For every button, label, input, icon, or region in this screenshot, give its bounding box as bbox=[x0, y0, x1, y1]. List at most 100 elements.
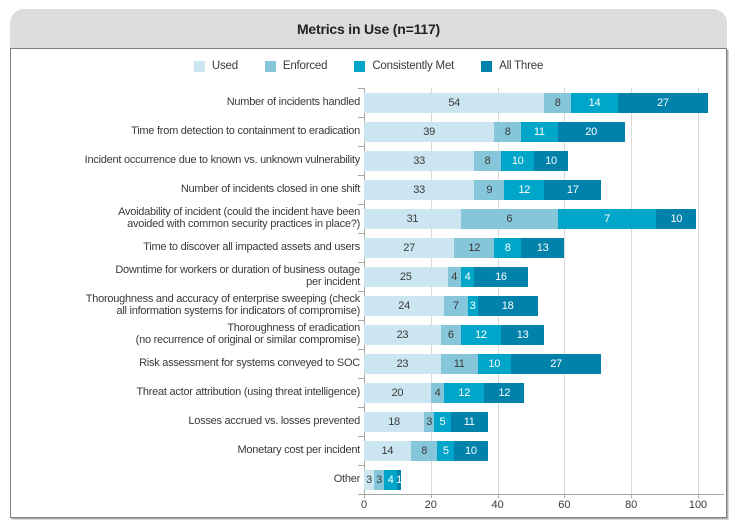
bar-row: 33 8 10 10 bbox=[364, 150, 568, 171]
bar-value-label: 12 bbox=[518, 183, 531, 196]
gridline bbox=[497, 88, 499, 494]
bar-value-label: 18 bbox=[501, 299, 514, 312]
x-axis-tick-label: 20 bbox=[424, 499, 437, 511]
category-label: Threat actor attribution (using threat i… bbox=[136, 385, 360, 398]
bar-value-label: 27 bbox=[657, 96, 669, 109]
x-axis-tick-label: 40 bbox=[491, 499, 504, 511]
bar-segment-all-three: 10 bbox=[656, 208, 697, 229]
bar-value-label: 27 bbox=[550, 357, 562, 370]
y-axis-tick bbox=[358, 494, 364, 495]
category-label: Risk assessment for systems conveyed to … bbox=[139, 356, 360, 369]
bar-value-label: 1 bbox=[396, 473, 402, 486]
category-label: Time from detection to containment to er… bbox=[131, 124, 360, 137]
bar-segment-all-three: 11 bbox=[450, 411, 488, 432]
legend-item: Enforced bbox=[264, 60, 328, 72]
bar-value-label: 4 bbox=[387, 473, 394, 486]
bar-value-label: 10 bbox=[465, 444, 477, 457]
bar-value-label: 13 bbox=[516, 328, 529, 341]
chart-title: Metrics in Use (n=117) bbox=[296, 20, 441, 37]
bar-segment-consistently-met: 11 bbox=[520, 121, 558, 142]
bar-segment-used: 27 bbox=[364, 237, 455, 258]
bar-segment-enforced: 8 bbox=[494, 121, 521, 142]
y-axis-tick bbox=[358, 349, 364, 350]
bar-row: 20 4 12 12 bbox=[364, 382, 525, 403]
bar-row: 27 12 8 13 bbox=[364, 237, 565, 258]
gridline bbox=[631, 88, 633, 494]
bar-value-label: 33 bbox=[413, 183, 425, 196]
bar-value-label: 12 bbox=[498, 386, 511, 399]
legend-item: Used bbox=[193, 60, 238, 72]
bar-value-label: 12 bbox=[475, 328, 487, 341]
bar-value-label: 8 bbox=[504, 241, 511, 254]
bar-row: 18 3 5 11 bbox=[364, 411, 488, 432]
x-axis-line bbox=[364, 494, 724, 495]
bar-value-label: 33 bbox=[413, 154, 425, 167]
bar-value-label: 10 bbox=[545, 154, 557, 167]
bar-row: 25 4 4 16 bbox=[364, 266, 528, 287]
bar-segment-used: 14 bbox=[364, 440, 411, 461]
legend-swatch-icon bbox=[354, 60, 366, 72]
bar-row: 33 9 12 17 bbox=[364, 179, 602, 200]
bar-value-label: 9 bbox=[486, 183, 493, 196]
bar-segment-consistently-met: 12 bbox=[444, 382, 485, 403]
y-axis-tick bbox=[358, 378, 364, 379]
bar-value-label: 25 bbox=[399, 270, 412, 283]
bar-segment-enforced: 6 bbox=[460, 208, 558, 229]
bar-value-label: 14 bbox=[588, 96, 601, 109]
bar-value-label: 8 bbox=[484, 154, 491, 167]
category-label: Thoroughness of eradication (no recurren… bbox=[135, 322, 361, 346]
legend-item: Consistently Met bbox=[354, 60, 454, 72]
legend-label: Used bbox=[211, 60, 238, 72]
bar-row: 39 8 11 20 bbox=[364, 121, 625, 142]
bar-segment-used: 33 bbox=[364, 150, 475, 171]
bar-segment-used: 31 bbox=[364, 208, 461, 229]
y-axis-line bbox=[364, 88, 365, 494]
bar-value-label: 11 bbox=[533, 125, 545, 138]
bar-value-label: 6 bbox=[506, 212, 513, 225]
legend-label: All Three bbox=[499, 60, 544, 72]
bar-segment-used: 54 bbox=[364, 92, 545, 113]
bar-value-label: 23 bbox=[396, 328, 409, 341]
bar-value-label: 4 bbox=[451, 270, 458, 283]
bar-segment-all-three: 12 bbox=[484, 382, 525, 403]
bar-segment-all-three: 10 bbox=[454, 440, 488, 461]
bar-value-label: 8 bbox=[504, 125, 511, 138]
category-label: Losses accrued vs. losses prevented bbox=[188, 414, 360, 427]
x-axis-tick bbox=[430, 494, 432, 498]
bar-value-label: 54 bbox=[448, 96, 460, 109]
bar-segment-all-three: 20 bbox=[557, 121, 625, 142]
bar-value-label: 17 bbox=[566, 183, 579, 196]
x-axis-tick-label: 100 bbox=[688, 499, 708, 511]
x-axis-tick-label: 80 bbox=[625, 499, 638, 511]
bar-value-label: 13 bbox=[536, 241, 549, 254]
bar-segment-enforced: 8 bbox=[410, 440, 438, 461]
bar-segment-all-three: 13 bbox=[520, 237, 565, 258]
x-axis-tick-label: 60 bbox=[558, 499, 571, 511]
bar-segment-enforced: 7 bbox=[444, 295, 468, 316]
bar-value-label: 3 bbox=[469, 299, 476, 312]
gridline bbox=[698, 88, 699, 494]
x-axis-tick bbox=[497, 494, 499, 498]
bar-value-label: 4 bbox=[434, 386, 441, 399]
bar-value-label: 20 bbox=[391, 386, 404, 399]
category-label: Other bbox=[333, 472, 361, 485]
bar-value-label: 18 bbox=[388, 415, 400, 428]
bar-segment-used: 39 bbox=[364, 121, 495, 142]
y-axis-tick bbox=[358, 233, 364, 234]
bar-value-label: 7 bbox=[452, 299, 459, 312]
x-axis-tick bbox=[631, 494, 633, 498]
gridline bbox=[430, 88, 432, 494]
bar-segment-enforced: 8 bbox=[544, 92, 572, 113]
bar-value-label: 7 bbox=[604, 212, 610, 225]
chart-panel: Used Enforced Consistently Met All Three 0 2… bbox=[10, 48, 727, 518]
bar-value-label: 39 bbox=[423, 125, 435, 138]
bar-value-label: 3 bbox=[426, 415, 433, 428]
x-axis-tick bbox=[564, 494, 566, 498]
bar-segment-all-three: 16 bbox=[474, 266, 528, 287]
bar-segment-enforced: 9 bbox=[474, 179, 505, 200]
x-axis-tick-label: 0 bbox=[360, 499, 368, 511]
bar-value-label: 10 bbox=[488, 357, 501, 370]
category-label: Thoroughness and accuracy of enterprise … bbox=[85, 293, 361, 317]
bar-value-label: 8 bbox=[421, 444, 428, 457]
